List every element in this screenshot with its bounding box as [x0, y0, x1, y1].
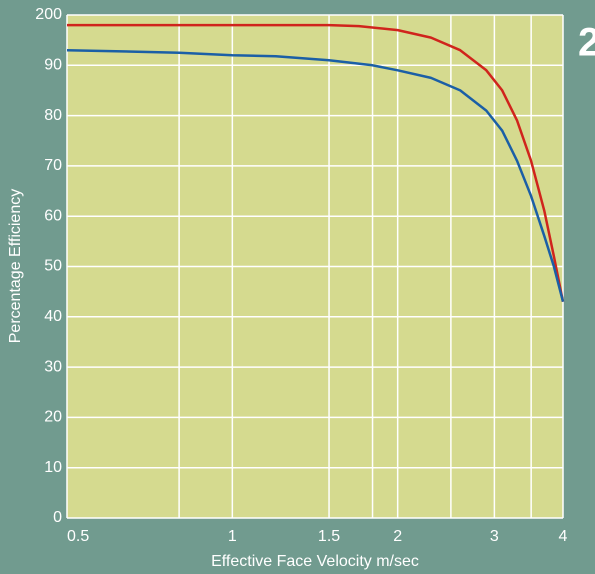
annotation: 2	[578, 21, 595, 65]
x-tick-label: 0.5	[67, 528, 89, 545]
x-tick-label: 4	[559, 528, 568, 545]
line	[66, 48, 565, 303]
y-tick-label: 10	[44, 459, 62, 476]
y-tick-label: 0	[53, 509, 62, 526]
x-tick-label: 3	[490, 528, 499, 545]
line	[67, 23, 565, 302]
y-tick-label: 60	[44, 207, 62, 224]
y-tick-label: 70	[44, 157, 62, 174]
x-axis-title: Effective Face Velocity m/sec	[211, 553, 419, 570]
y-tick-label: 90	[44, 57, 62, 74]
y-tick-label: 20	[44, 409, 62, 426]
x-tick-label: 1.5	[318, 528, 340, 545]
y-tick-label: 200	[35, 6, 62, 23]
y-tick-label: 80	[44, 107, 62, 124]
x-tick-label: 1	[228, 528, 237, 545]
y-axis-title: Percentage Efficiency	[7, 189, 24, 343]
y-tick-label: 50	[44, 258, 62, 275]
x-tick-label: 2	[393, 528, 402, 545]
y-tick-label: 30	[44, 358, 62, 375]
y-tick-label: 40	[44, 308, 62, 325]
